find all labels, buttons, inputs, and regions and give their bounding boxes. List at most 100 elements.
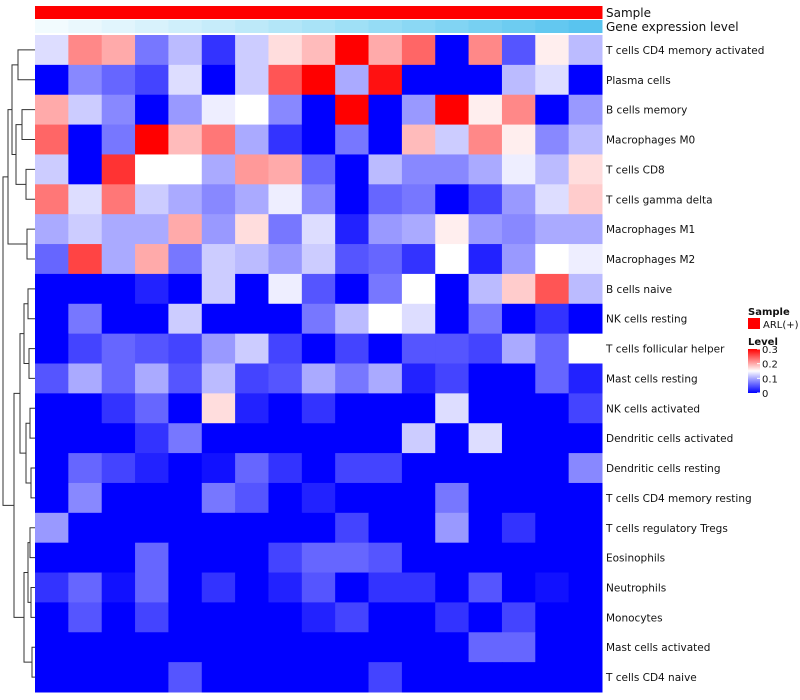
heatmap-cell — [168, 662, 203, 693]
heatmap-cell — [268, 453, 303, 484]
heatmap-cell — [501, 393, 536, 424]
heatmap-cell — [168, 333, 203, 364]
heatmap-cell — [135, 393, 169, 424]
heatmap-cell — [168, 303, 203, 335]
heatmap-cell — [435, 393, 470, 424]
heatmap-cell — [535, 482, 570, 514]
heatmap-cell — [201, 662, 236, 693]
heatmap-cell — [535, 35, 570, 66]
heatmap-cell — [368, 602, 403, 633]
heatmap-cell — [568, 453, 603, 484]
heatmap-cell — [501, 572, 536, 603]
heatmap-cell — [35, 423, 69, 454]
heatmap-cell — [268, 244, 303, 275]
heatmap-cell — [235, 602, 269, 633]
heatmap-cell — [68, 64, 103, 96]
heatmap-cell — [435, 482, 470, 514]
heatmap-cell — [101, 572, 136, 603]
heatmap-cell — [168, 632, 203, 663]
heatmap-cell — [468, 632, 503, 663]
heatmap-cell — [435, 214, 470, 245]
heatmap-cell — [101, 333, 136, 364]
heatmap-cell — [401, 35, 436, 66]
annotation-0-cell-13 — [468, 6, 503, 19]
heatmap-cell — [401, 333, 436, 364]
heatmap-cell — [468, 184, 503, 215]
heatmap-cell — [135, 453, 169, 484]
heatmap-cell — [101, 602, 136, 633]
heatmap-cell — [68, 124, 103, 155]
heatmap-cell — [435, 124, 470, 155]
heatmap-cell — [35, 512, 69, 544]
annotation-0-cell-12 — [435, 6, 470, 19]
heatmap-cell — [301, 35, 336, 66]
heatmap-cell — [535, 273, 570, 305]
annotation-label-sample: Sample — [606, 6, 651, 20]
heatmap-cells — [35, 35, 603, 693]
heatmap-cell — [335, 303, 370, 335]
heatmap-cell — [168, 512, 203, 544]
heatmap-cell — [501, 244, 536, 275]
heatmap-cell — [435, 423, 470, 454]
heatmap-cell — [68, 333, 103, 364]
heatmap-cell — [501, 273, 536, 305]
heatmap-cell — [135, 273, 169, 305]
heatmap-cell — [568, 333, 603, 364]
heatmap-cell — [535, 453, 570, 484]
heatmap-cell — [135, 214, 169, 245]
heatmap-cell — [235, 273, 269, 305]
heatmap-cell — [35, 363, 69, 394]
heatmap-cell — [301, 482, 336, 514]
dendrogram-branch — [29, 527, 35, 559]
heatmap-cell — [35, 303, 69, 335]
heatmap-cell — [101, 453, 136, 484]
row-label: Plasma cells — [606, 75, 671, 87]
row-label: Macrophages M1 — [606, 224, 695, 236]
annotation-0-cell-4 — [168, 6, 203, 19]
heatmap-cell — [301, 512, 336, 544]
heatmap-cell — [335, 482, 370, 514]
heatmap-cell — [35, 273, 69, 305]
heatmap-cell — [468, 393, 503, 424]
row-label: Mast cells resting — [606, 373, 698, 385]
heatmap-cell — [568, 94, 603, 126]
heatmap-cell — [435, 333, 470, 364]
heatmap-cell — [335, 64, 370, 96]
heatmap-cell — [501, 542, 536, 574]
annotation-1-cell-10 — [368, 20, 403, 33]
heatmap-cell — [35, 35, 69, 66]
annotation-0-cell-6 — [235, 6, 269, 19]
heatmap-cell — [101, 632, 136, 663]
annotation-0-cell-7 — [268, 6, 303, 19]
heatmap-cell — [368, 393, 403, 424]
heatmap-cell — [401, 423, 436, 454]
heatmap-cell — [501, 94, 536, 126]
heatmap-cell — [101, 124, 136, 155]
heatmap-cell — [468, 214, 503, 245]
heatmap-cell — [335, 184, 370, 215]
heatmap-cell — [35, 154, 69, 185]
heatmap-cell — [335, 572, 370, 603]
heatmap-cell — [168, 453, 203, 484]
heatmap-cell — [201, 94, 236, 126]
heatmap-cell — [568, 632, 603, 663]
heatmap-cell — [468, 124, 503, 155]
heatmap-cell — [101, 303, 136, 335]
heatmap-cell — [201, 572, 236, 603]
heatmap-cell — [535, 512, 570, 544]
heatmap-cell — [435, 453, 470, 484]
row-label: T cells CD8 — [605, 164, 665, 176]
heatmap-cell — [501, 303, 536, 335]
heatmap-cell — [101, 273, 136, 305]
heatmap-cell — [101, 214, 136, 245]
heatmap-cell — [368, 542, 403, 574]
heatmap-cell — [401, 303, 436, 335]
heatmap-cell — [35, 572, 69, 603]
row-label: B cells memory — [606, 105, 687, 117]
heatmap-cell — [501, 602, 536, 633]
row-label: T cells regulatory Tregs — [605, 523, 728, 535]
heatmap-cell — [435, 512, 470, 544]
heatmap-cell — [401, 393, 436, 424]
row-label: T cells gamma delta — [605, 194, 713, 206]
heatmap-cell — [401, 632, 436, 663]
